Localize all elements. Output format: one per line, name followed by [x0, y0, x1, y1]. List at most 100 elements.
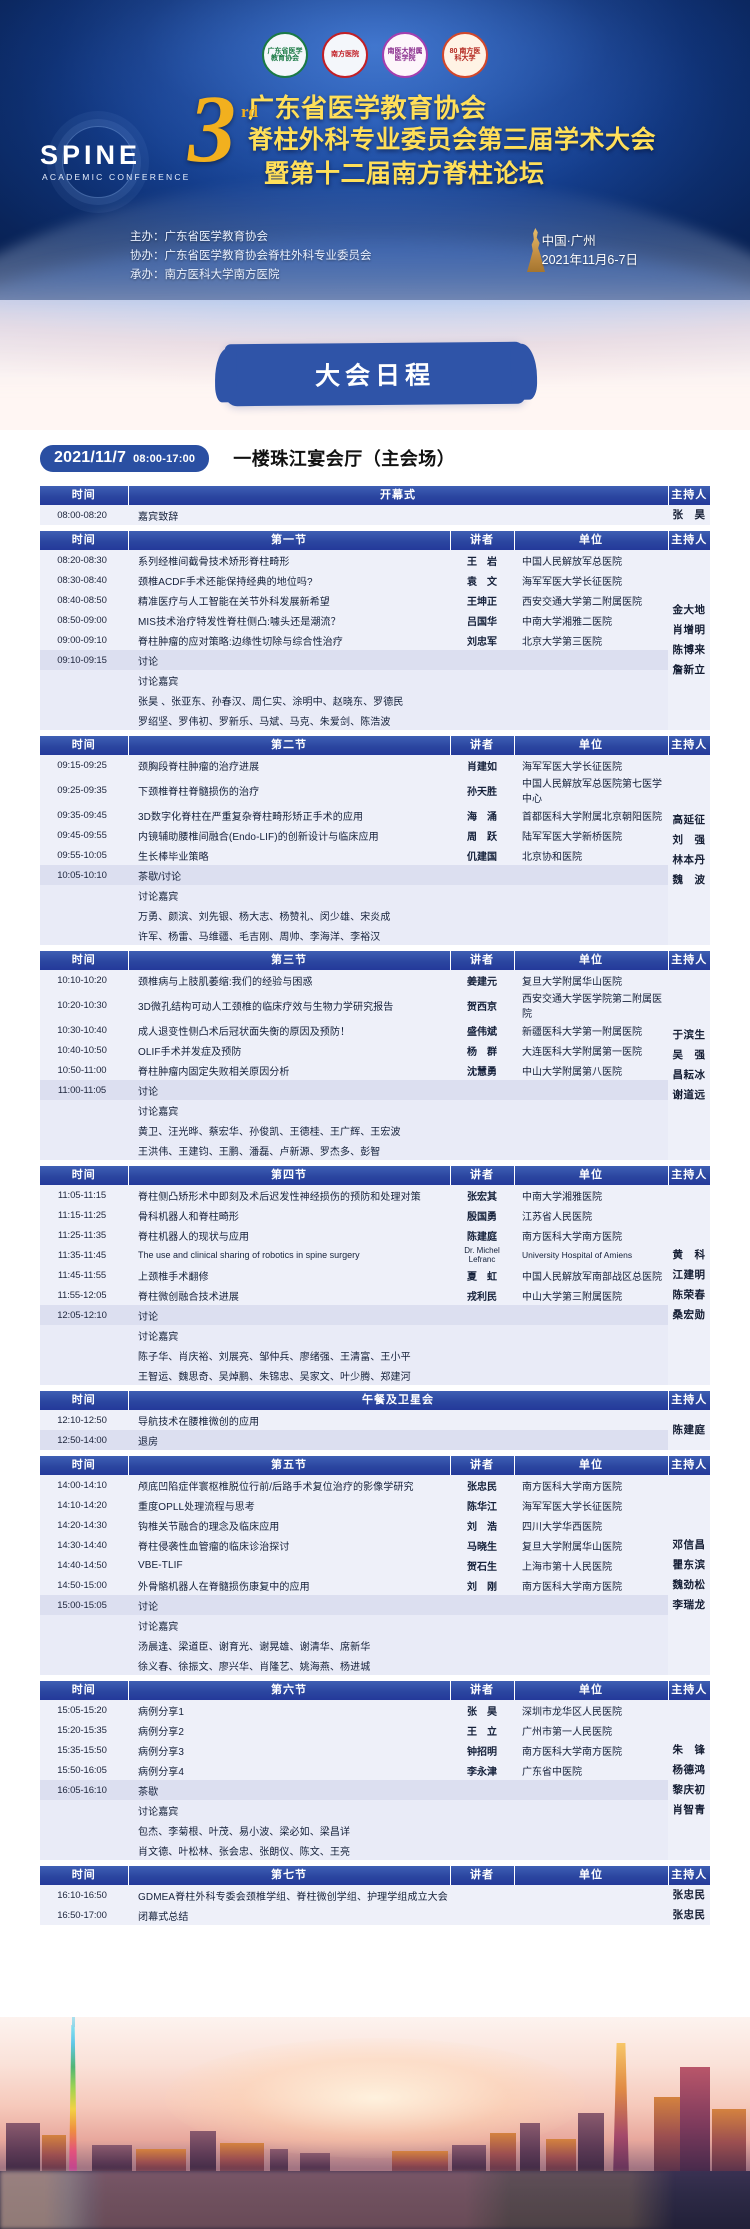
cell-speaker: [450, 670, 514, 690]
host-name: 黄 科: [672, 1249, 706, 1261]
cell-topic: 病例分享1: [128, 1700, 450, 1720]
spacer-cell: [40, 730, 711, 736]
cell-organization: [514, 670, 669, 690]
cell-organization: 中国人民解放军南部战区总医院: [514, 1265, 669, 1285]
cell-topic: 徐义春、徐振文、廖兴华、肖隆艺、姚海燕、杨进城: [128, 1655, 450, 1675]
cell-speaker: 陈华江: [450, 1495, 514, 1515]
cell-speaker: [450, 710, 514, 730]
cell-time: 14:40-14:50: [40, 1555, 128, 1575]
cell-speaker: 钟招明: [450, 1740, 514, 1760]
agenda-row: 09:25-09:35 下颈椎脊柱脊髓损伤的治疗 孙天胜 中国人民解放军总医院第七医学…: [40, 775, 710, 805]
spacer-cell: [40, 1675, 711, 1681]
cell-organization: 南方医科大学南方医院: [514, 1225, 669, 1245]
section-header-row: 时间 第一节 讲者 单位 主持人: [40, 531, 711, 550]
column-header-org: 单位: [514, 1456, 669, 1475]
host-name: 张 昊: [672, 509, 706, 521]
cell-speaker: [450, 1885, 514, 1905]
anniversary-80-logo-icon: 80 南方医科大学: [442, 32, 488, 78]
logo-text: 广东省医学教育协会: [267, 47, 303, 62]
cell-organization: [514, 1305, 669, 1325]
column-header-org: 单位: [514, 951, 669, 970]
agenda-row: 12:05-12:10 讨论: [40, 1305, 710, 1325]
cell-topic: 脊柱机器人的现状与应用: [128, 1225, 450, 1245]
cell-organization: 西安交通大学第二附属医院: [514, 590, 669, 610]
cell-time: 14:50-15:00: [40, 1575, 128, 1595]
agenda-row: 09:15-09:25 颈胸段脊柱肿瘤的治疗进展 肖建如 海军军医大学长征医院 高延征刘…: [40, 755, 711, 945]
cell-host: 陈建庭: [668, 1410, 711, 1450]
cell-organization: [514, 1120, 669, 1140]
cell-speaker: 吕国华: [450, 610, 514, 630]
host-line: 主办：广东省医学教育协会: [130, 231, 268, 243]
cell-time: 11:55-12:05: [40, 1285, 128, 1305]
cell-topic: MIS技术治疗特发性脊柱侧凸:噱头还是潮流？: [128, 610, 450, 630]
cell-time: 09:15-09:25: [40, 755, 128, 775]
cell-time: [40, 670, 128, 690]
cell-time: 16:05-16:10: [40, 1780, 128, 1800]
cell-speaker: [450, 1905, 514, 1925]
cell-organization: [514, 1080, 669, 1100]
cell-speaker: [450, 1365, 514, 1385]
column-header-host: 主持人: [668, 1166, 711, 1185]
cell-time: 16:10-16:50: [40, 1885, 128, 1905]
organizer-logo-strip: 广东省医学教育协会 南方医院 南医大附属医学院 80 南方医科大学: [0, 32, 750, 78]
agenda-row: 15:05-15:20 病例分享1 张 昊深圳市龙华区人民医院朱 锋杨德鸿 黎庆初 肖智…: [40, 1700, 711, 1860]
date-label: 2021/11/7: [54, 448, 127, 466]
agenda-row: 15:50-16:05 病例分享4 李永津 广东省中医院: [40, 1760, 710, 1780]
agenda-row: 14:20-14:30 钩椎关节融合的理念及临床应用刘 浩四川大学华西医院: [40, 1515, 710, 1535]
building: [712, 2109, 746, 2175]
building: [578, 2113, 604, 2175]
cell-topic: 脊柱肿瘤的应对策略:边缘性切除与综合性治疗: [128, 630, 450, 650]
cell-time: 11:15-11:25: [40, 1205, 128, 1225]
cell-topic: 包杰、李菊根、叶茂、易小波、梁必如、梁昌详: [128, 1820, 450, 1840]
cell-organization: [514, 1345, 669, 1365]
cell-time: [40, 690, 128, 710]
cell-time: 09:00-09:10: [40, 630, 128, 650]
brand-row: 3 rd SPINE ACADEMIC CONFERENCE 广东省医学教育协会…: [0, 80, 750, 210]
spine-subtitle: ACADEMIC CONFERENCE: [42, 172, 191, 182]
cell-topic: 3D微孔结构可动人工颈椎的临床疗效与生物力学研究报告: [128, 990, 450, 1020]
cell-speaker: 杨 群: [450, 1040, 514, 1060]
building: [6, 2123, 40, 2175]
cell-speaker: 姜建元: [450, 970, 514, 990]
cell-time: 15:35-15:50: [40, 1740, 128, 1760]
agenda-row: 15:20-15:35 病例分享2 王 立广州市第一人民医院: [40, 1720, 710, 1740]
cell-organization: [514, 1595, 669, 1615]
cell-speaker: 周 跃: [450, 825, 514, 845]
cell-organization: [514, 1800, 669, 1820]
agenda-row: 汤晨逢、梁道臣、谢育光、谢晃雄、谢清华、席新华: [40, 1635, 710, 1655]
column-header-time: 时间: [40, 486, 129, 505]
cell-topic: 颈胸段脊柱肿瘤的治疗进展: [128, 755, 450, 775]
time-range-label: 08:00-17:00: [133, 452, 196, 465]
building: [546, 2139, 576, 2175]
agenda-row: 11:55-12:05 脊柱微创融合技术进展 戎利民 中山大学第三附属医院: [40, 1285, 710, 1305]
column-header-speaker: 讲者: [450, 1681, 515, 1700]
cell-time: 16:50-17:00: [40, 1905, 128, 1925]
agenda-row: 14:00-14:10 颅底凹陷症伴寰枢椎脱位行前/后路手术复位治疗的影像学研究张…: [40, 1475, 711, 1675]
section-header-row: 时间 第四节 讲者 单位 主持人: [40, 1166, 711, 1185]
canton-tower-icon: [69, 2025, 77, 2175]
host-name: 陈荣春: [672, 1289, 706, 1301]
column-header-org: 单位: [514, 1166, 669, 1185]
column-header-host: 主持人: [668, 951, 711, 970]
cell-topic: 讨论: [128, 1305, 450, 1325]
cell-speaker: [450, 865, 514, 885]
cell-organization: [514, 1100, 669, 1120]
section-header-row: 时间 第五节 讲者 单位 主持人: [40, 1456, 711, 1475]
cell-organization: 中山大学附属第八医院: [514, 1060, 669, 1080]
cell-topic: 病例分享4: [128, 1760, 450, 1780]
section-spacer: [40, 1675, 711, 1681]
agenda-row: 09:35-09:45 3D数字化脊柱在严重复杂脊柱畸形矫正手术的应用海 涌首都医…: [40, 805, 710, 825]
cell-topic: 讨论嘉宾: [128, 1800, 450, 1820]
cell-topic: 王洪伟、王建钧、王鹏、潘磊、卢新源、罗杰多、彭智: [128, 1140, 450, 1160]
host-name: 肖智青: [672, 1804, 706, 1816]
cell-topic: 罗绍坚、罗伟初、罗新乐、马斌、马克、朱爱剑、陈浩波: [128, 710, 450, 730]
spacer-cell: [40, 525, 711, 531]
cell-time: [40, 1140, 128, 1160]
cell-speaker: 陈建庭: [450, 1225, 514, 1245]
city-label: 中国·广州: [541, 234, 596, 248]
cell-topic: 脊柱侵袭性血管瘤的临床诊治探讨: [128, 1535, 450, 1555]
cell-time: [40, 885, 128, 905]
cell-organization: [514, 1615, 669, 1635]
organizer-info: 主办：广东省医学教育协会 协办：广东省医学教育协会脊柱外科专业委员会 承办：南方…: [130, 228, 372, 285]
southern-medical-university-logo-icon: 南医大附属医学院: [382, 32, 428, 78]
